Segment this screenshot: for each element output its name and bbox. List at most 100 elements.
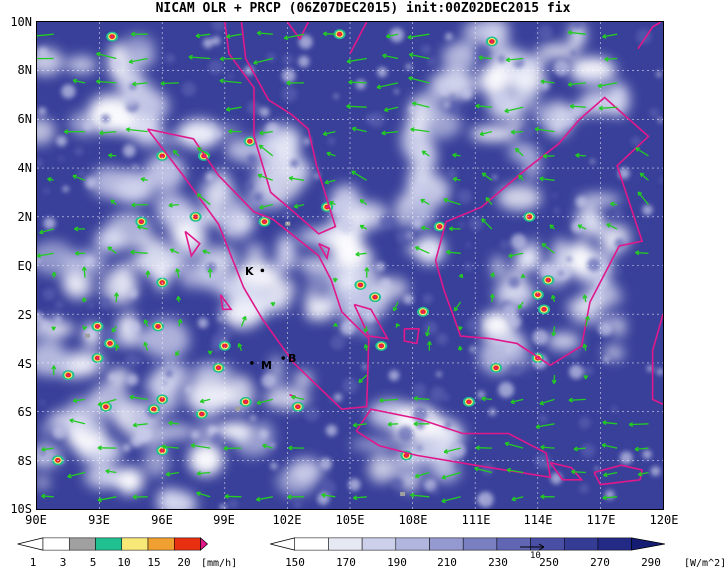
wind-arrow	[541, 242, 555, 254]
station-marker	[260, 268, 265, 273]
wind-arrow	[475, 445, 492, 451]
wind-arrow	[458, 273, 464, 279]
borneo-coast	[434, 96, 650, 367]
precip-bar-segment	[173, 537, 201, 551]
wind-arrow	[637, 191, 649, 206]
lon-label-117e: 117E	[586, 513, 616, 527]
wind-arrow	[395, 323, 401, 328]
wind-arrow	[540, 79, 555, 85]
wind-arrow	[410, 492, 430, 498]
wind-arrow	[332, 277, 338, 283]
wind-arrow	[637, 471, 649, 477]
wind-arrow	[550, 294, 556, 303]
reference-vector-label: 10	[530, 551, 541, 561]
wind-arrow	[176, 296, 182, 303]
wind-arrow	[113, 292, 119, 303]
wind-arrow	[47, 177, 54, 182]
wind-arrow	[168, 202, 179, 208]
wind-arrow	[485, 196, 493, 206]
wind-arrow	[505, 57, 524, 63]
wind-arrow	[551, 326, 557, 337]
wind-arrow	[332, 322, 338, 328]
wind-arrow	[549, 224, 555, 230]
wind-arrow	[287, 494, 305, 500]
lon-label-93e: 93E	[88, 513, 110, 527]
wind-arrow	[160, 80, 179, 86]
wind-arrow	[283, 33, 305, 41]
wind-arrow	[352, 495, 367, 501]
wind-arrow	[478, 55, 492, 61]
wind-arrow	[224, 493, 242, 499]
wind-arrow	[257, 173, 274, 181]
wind-arrow	[489, 293, 495, 303]
wind-arrow	[506, 467, 524, 474]
wind-arrow	[74, 250, 86, 256]
wind-arrow	[97, 398, 117, 407]
station-marker	[250, 361, 254, 365]
wind-arrow	[517, 301, 524, 310]
map-canvas	[37, 22, 663, 509]
wind-arrow	[351, 126, 367, 133]
wind-arrow	[196, 193, 211, 206]
wind-arrow	[99, 130, 117, 136]
wind-arrow	[288, 175, 305, 181]
wind-vectors	[37, 30, 649, 504]
lon-label-102e: 102E	[272, 513, 302, 527]
precip-tick-15: 15	[147, 556, 161, 569]
olr-bar-segment	[328, 537, 363, 551]
wind-arrow	[96, 51, 117, 60]
wind-arrow	[510, 398, 524, 405]
wind-arrow	[288, 445, 305, 451]
lat-label-10n: 10N	[10, 15, 32, 29]
station-b-label: B	[288, 352, 297, 365]
wind-arrow	[571, 469, 586, 475]
wind-arrow	[223, 445, 242, 451]
sumatra-coast	[146, 128, 370, 411]
coastlines	[146, 22, 663, 486]
reference-vector	[520, 543, 545, 551]
olr-tick-270: 270	[590, 556, 610, 569]
indochina-coast	[286, 22, 310, 41]
lon-label-108e: 108E	[398, 513, 428, 527]
wind-arrow	[51, 271, 57, 278]
olr-tick-190: 190	[387, 556, 407, 569]
wind-arrow	[228, 128, 242, 134]
wind-arrow	[443, 447, 461, 454]
wind-arrow	[145, 270, 151, 278]
wind-arrow	[392, 301, 399, 312]
wind-arrow	[413, 396, 430, 402]
wind-arrow	[481, 172, 493, 181]
wind-arrow	[322, 130, 336, 137]
lat-label-8s: 8S	[17, 454, 32, 468]
wind-arrow	[130, 249, 148, 255]
wind-arrow	[41, 446, 54, 452]
olr-bar-high-end	[631, 537, 665, 551]
wind-arrow	[195, 33, 211, 39]
wind-arrow	[410, 127, 430, 133]
wind-arrow	[635, 250, 649, 256]
wind-arrow	[567, 81, 586, 87]
wind-arrow	[602, 495, 618, 501]
wind-arrow	[255, 496, 273, 502]
wind-arrow	[177, 318, 183, 327]
wind-arrow	[270, 301, 276, 307]
wind-arrow	[132, 494, 148, 500]
lat-label-10s: 10S	[10, 502, 32, 516]
wind-arrow	[82, 325, 88, 330]
wind-arrow	[604, 56, 618, 62]
wind-arrow	[514, 147, 524, 157]
lon-label-114e: 114E	[523, 513, 553, 527]
wind-arrow	[582, 343, 588, 351]
wind-arrow	[324, 179, 336, 185]
malay-peninsula-coast	[224, 22, 337, 235]
wind-arrow	[364, 267, 370, 278]
wind-arrow	[407, 33, 430, 40]
wind-arrow	[37, 57, 54, 60]
wind-arrow	[291, 394, 305, 401]
wind-arrow	[443, 197, 461, 206]
java-coast	[355, 408, 552, 479]
wind-arrow	[202, 249, 211, 255]
lon-label-111e: 111E	[461, 513, 491, 527]
wind-arrow	[474, 466, 493, 474]
lon-label-99e: 99E	[213, 513, 235, 527]
